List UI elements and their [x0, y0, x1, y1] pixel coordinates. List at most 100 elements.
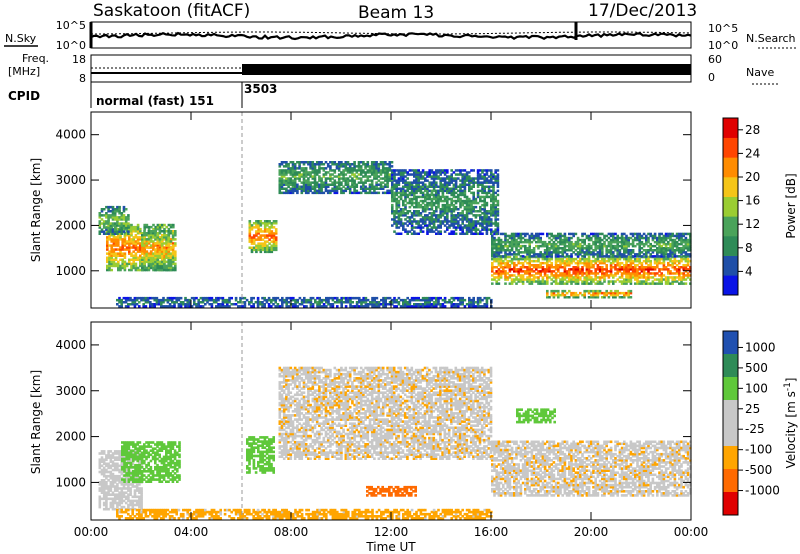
scatter-cell [152, 254, 155, 257]
scatter-cell [634, 282, 637, 285]
scatter-cell [404, 205, 407, 209]
scatter-cell [625, 291, 628, 295]
scatter-cell [443, 169, 447, 172]
scatter-cell [636, 242, 639, 246]
scatter-cell [359, 173, 363, 176]
scatter-cell [100, 208, 104, 211]
scatter-cell [437, 169, 440, 172]
scatter-cell [539, 232, 542, 236]
scatter-cell [530, 268, 534, 271]
scatter-cell [120, 224, 124, 227]
scatter-cell [521, 257, 525, 261]
scatter-cell [128, 242, 131, 245]
scatter-cell [583, 255, 586, 258]
scatter-cell [612, 276, 615, 279]
scatter-cell [351, 173, 354, 176]
scatter-cell [171, 296, 174, 300]
scatter-cell [450, 197, 453, 201]
scatter-cell [625, 257, 628, 261]
scatter-cell [259, 244, 263, 247]
scatter-cell [526, 266, 529, 269]
scatter-cell [296, 185, 299, 188]
scatter-cell [667, 272, 670, 275]
scatter-cell [446, 175, 449, 178]
scatter-cell [289, 191, 293, 195]
scatter-cell [446, 171, 449, 174]
scatter-cell [642, 249, 646, 252]
scatter-cell [662, 266, 666, 269]
scatter-cell [463, 195, 467, 199]
scatter-cell [587, 257, 591, 261]
scatter-cell [132, 242, 135, 245]
scatter-cell [594, 293, 597, 297]
scatter-cell [417, 171, 420, 174]
scatter-cell [510, 278, 514, 281]
scatter-cell [304, 189, 308, 193]
scatter-cell [141, 234, 144, 237]
scatter-cell [305, 301, 308, 304]
scatter-cell [248, 303, 251, 306]
scatter-cell [426, 232, 429, 235]
scatter-cell [335, 175, 339, 178]
scatter-cell [413, 175, 416, 178]
scatter-cell [424, 216, 427, 219]
scatter-cell [563, 293, 567, 297]
scatter-cell [521, 282, 525, 285]
scatter-cell [678, 274, 681, 277]
scatter-cell [123, 260, 127, 264]
scatter-cell [243, 301, 247, 304]
scatter-cell [141, 252, 144, 255]
scatter-cell [348, 171, 352, 174]
scatter-cell [132, 260, 135, 264]
scatter-cell [146, 298, 150, 302]
scatter-cell [359, 161, 363, 164]
scatter-cell [370, 185, 374, 188]
scatter-cell [163, 238, 166, 241]
scatter-cell [494, 195, 497, 199]
scatter-cell [594, 261, 597, 265]
scatter-cell [426, 218, 429, 221]
scatter-cell [603, 234, 606, 238]
scatter-cell [421, 296, 425, 300]
scatter-cell [130, 266, 133, 270]
scatter-cell [158, 240, 162, 243]
scatter-cell [645, 238, 648, 242]
scatter-cell [428, 298, 431, 302]
scatter-cell [495, 255, 498, 258]
scatter-cell [421, 183, 425, 186]
scatter-cell [285, 171, 288, 174]
scatter-cell [517, 251, 520, 254]
scatter-cell [296, 161, 299, 164]
scatter-cell [152, 223, 155, 227]
scatter-cell [656, 255, 659, 258]
scatter-cell [402, 173, 405, 176]
scatter-cell [406, 183, 409, 186]
scatter-cell [141, 260, 144, 264]
scatter-cell [261, 230, 265, 233]
scatter-cell [234, 303, 238, 306]
scatter-cell [662, 261, 666, 265]
scatter-cell [274, 242, 278, 245]
scatter-cell [576, 278, 580, 281]
scatter-cell [428, 189, 431, 193]
scatter-cell [114, 262, 118, 266]
scatter-cell [111, 222, 115, 225]
scatter-cell [565, 270, 569, 273]
scatter-cell [228, 305, 231, 308]
scatter-cell [443, 183, 447, 186]
scatter-cell [656, 257, 659, 261]
scatter-cell [504, 236, 507, 240]
scatter-cell [399, 222, 403, 225]
scatter-cell [351, 301, 354, 304]
scatter-cell [554, 261, 558, 265]
scatter-cell [490, 203, 493, 207]
scatter-cell [649, 282, 652, 285]
scatter-cell [664, 253, 668, 256]
scatter-cell [404, 179, 407, 182]
scatter-cell [263, 250, 267, 254]
scatter-cell [598, 255, 602, 258]
scatter-cell [616, 236, 619, 240]
scatter-cell [399, 179, 403, 182]
scatter-cell [270, 232, 274, 235]
scatter-cell [616, 272, 619, 275]
